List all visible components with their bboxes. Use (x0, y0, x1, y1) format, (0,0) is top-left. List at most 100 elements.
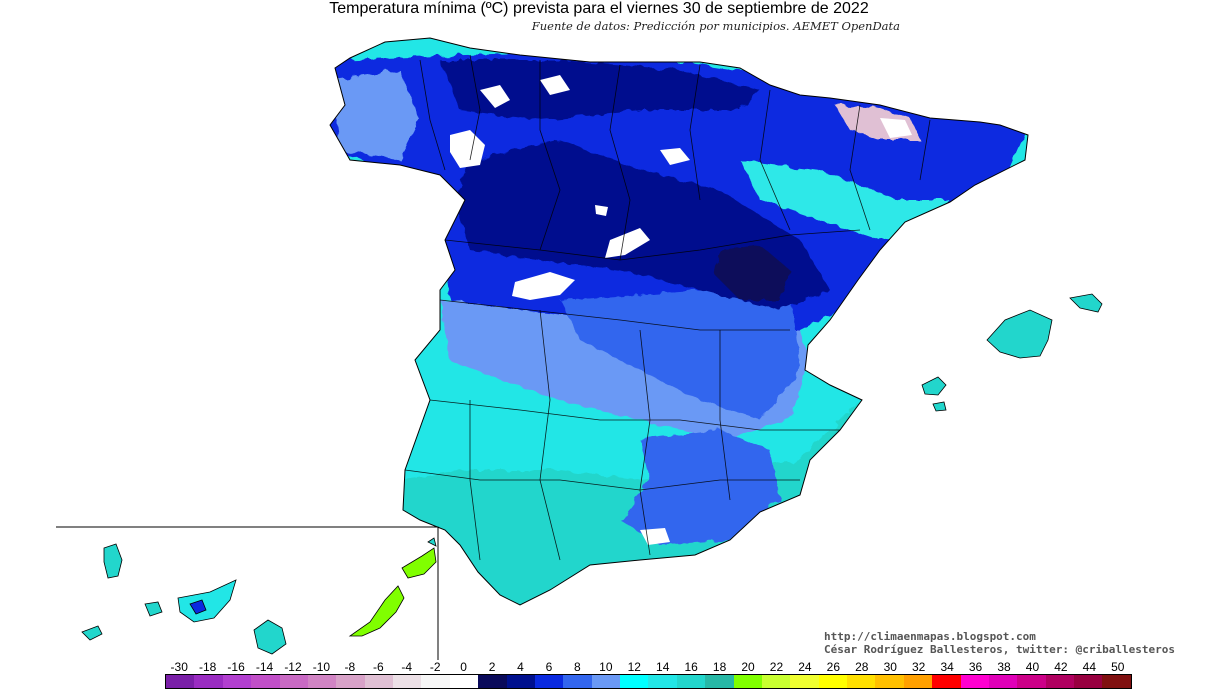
legend-label: 30 (883, 660, 897, 674)
gran-canaria (253, 619, 287, 655)
legend-swatch (903, 675, 933, 688)
peninsula-temperature-field (329, 37, 1029, 606)
legend-label: -18 (198, 660, 217, 674)
legend-swatch (393, 675, 422, 688)
baleares-islands (921, 293, 1103, 412)
legend-label: 0 (460, 660, 467, 674)
legend-label: 20 (741, 660, 755, 674)
lanzarote (401, 547, 437, 579)
zone-blue-southeast (620, 430, 780, 545)
province-boundaries (404, 54, 931, 561)
legend-label: 50 (1111, 660, 1125, 674)
el-hierro (81, 625, 103, 641)
legend-label: 10 (599, 660, 613, 674)
la-graciosa (427, 537, 437, 547)
legend-swatch (364, 675, 393, 688)
tenerife-teide (189, 599, 207, 615)
legend-swatch (166, 675, 195, 688)
zone-cantabrian-dark (440, 60, 760, 120)
zone-iberico-darkest (715, 245, 790, 300)
legend-swatch (875, 675, 904, 688)
legend-swatch (676, 675, 706, 688)
legend-label: 34 (940, 660, 954, 674)
legend-label: 28 (855, 660, 869, 674)
legend-swatch (534, 675, 564, 688)
legend-label: 8 (574, 660, 581, 674)
legend-swatch (251, 675, 280, 688)
legend-label: 24 (798, 660, 812, 674)
legend-label: -2 (429, 660, 441, 674)
legend-swatch (449, 675, 479, 688)
legend-swatch (194, 675, 223, 688)
legend-label: -14 (255, 660, 274, 674)
legend-swatch (506, 675, 535, 688)
legend-label: 38 (997, 660, 1011, 674)
legend-label: -12 (284, 660, 302, 674)
legend-labels: -30 -18 -16 -14 -12 -10 -8 -6 -4 -2 0 2 4 6 8 10 12 14 16 1… (0, 660, 1228, 674)
legend-label: -4 (401, 660, 413, 674)
legend-swatch (222, 675, 252, 688)
tenerife (177, 579, 237, 623)
legend-swatch (421, 675, 450, 688)
inset-frame (56, 526, 439, 660)
legend-swatch (648, 675, 677, 688)
legend-label: -16 (227, 660, 245, 674)
canarias-inset (56, 526, 439, 660)
legend-label: -6 (372, 660, 384, 674)
legend-swatch (1102, 675, 1131, 688)
legend-swatch (336, 675, 365, 688)
legend-label: 16 (684, 660, 698, 674)
legend-swatch (591, 675, 620, 688)
legend-label: -8 (344, 660, 356, 674)
legend-label: 6 (545, 660, 553, 674)
legend-swatch (620, 675, 649, 688)
legend-swatch (790, 675, 819, 688)
legend-label: 36 (968, 660, 983, 674)
legend-swatch (478, 675, 507, 688)
legend-label: -30 (170, 660, 188, 674)
legend-swatch (847, 675, 876, 688)
legend-swatch (960, 675, 989, 688)
legend-label: 32 (912, 660, 926, 674)
legend-swatch (818, 675, 847, 688)
legend-label: 12 (627, 660, 641, 674)
formentera (932, 401, 947, 412)
legend-color-bar (165, 674, 1132, 689)
legend-swatch (733, 675, 762, 688)
below-zero-patches (450, 75, 912, 545)
legend-swatch (932, 675, 961, 688)
menorca (1069, 293, 1103, 313)
legend-swatch (761, 675, 791, 688)
legend-swatch (279, 675, 308, 688)
legend-label: 18 (712, 660, 727, 674)
zone-center-east-blue (560, 290, 800, 420)
legend-swatch (988, 675, 1018, 688)
legend-label: 26 (826, 660, 841, 674)
legend-swatch (705, 675, 734, 688)
map-title: Temperatura mínima (ºC) prevista para el… (329, 0, 869, 17)
ibiza (921, 376, 947, 396)
legend-swatch (563, 675, 592, 688)
credit-author: César Rodríguez Ballesteros, twitter: @c… (824, 643, 1175, 656)
legend-swatch (1074, 675, 1103, 688)
legend-label: 2 (488, 660, 496, 674)
la-gomera (144, 601, 163, 617)
legend-swatch (307, 675, 337, 688)
legend-label: 42 (1054, 660, 1068, 674)
legend-label: 44 (1082, 660, 1097, 674)
legend-label: -10 (312, 660, 331, 674)
legend-swatch (1017, 675, 1046, 688)
zone-ebro-cyan (740, 160, 950, 240)
zone-galicia-light (330, 70, 420, 160)
legend-label: 40 (1025, 660, 1040, 674)
legend-label: 4 (517, 660, 524, 674)
la-palma (103, 543, 123, 579)
legend-label: 14 (656, 660, 670, 674)
legend-swatch (1045, 675, 1074, 688)
peninsula-coastline (329, 37, 1029, 606)
map-subtitle: Fuente de datos: Predicción por municipi… (531, 19, 900, 33)
mallorca (986, 309, 1053, 359)
legend-label: 22 (769, 660, 784, 674)
fuerteventura (348, 585, 405, 637)
